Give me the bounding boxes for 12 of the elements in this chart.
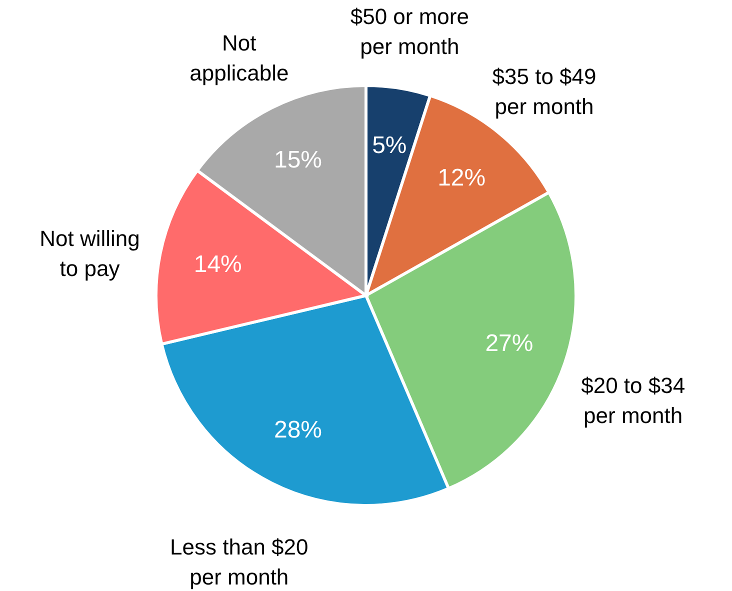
data-label: 28% <box>274 416 322 444</box>
slice-label: Not willing to pay <box>40 226 140 281</box>
slice-label: Not applicable <box>190 30 289 86</box>
data-label: 5% <box>372 132 407 160</box>
data-label: 14% <box>194 251 242 278</box>
slice-label: Less than $20 per month <box>170 534 308 590</box>
data-label: 12% <box>438 164 486 192</box>
data-label: 15% <box>274 146 322 174</box>
slice-label: $35 to $49 per month <box>492 64 596 119</box>
slice-label: $20 to $34 per month <box>581 372 686 428</box>
slice-label: $50 or more per month <box>350 4 469 59</box>
data-label: 27% <box>485 330 534 358</box>
